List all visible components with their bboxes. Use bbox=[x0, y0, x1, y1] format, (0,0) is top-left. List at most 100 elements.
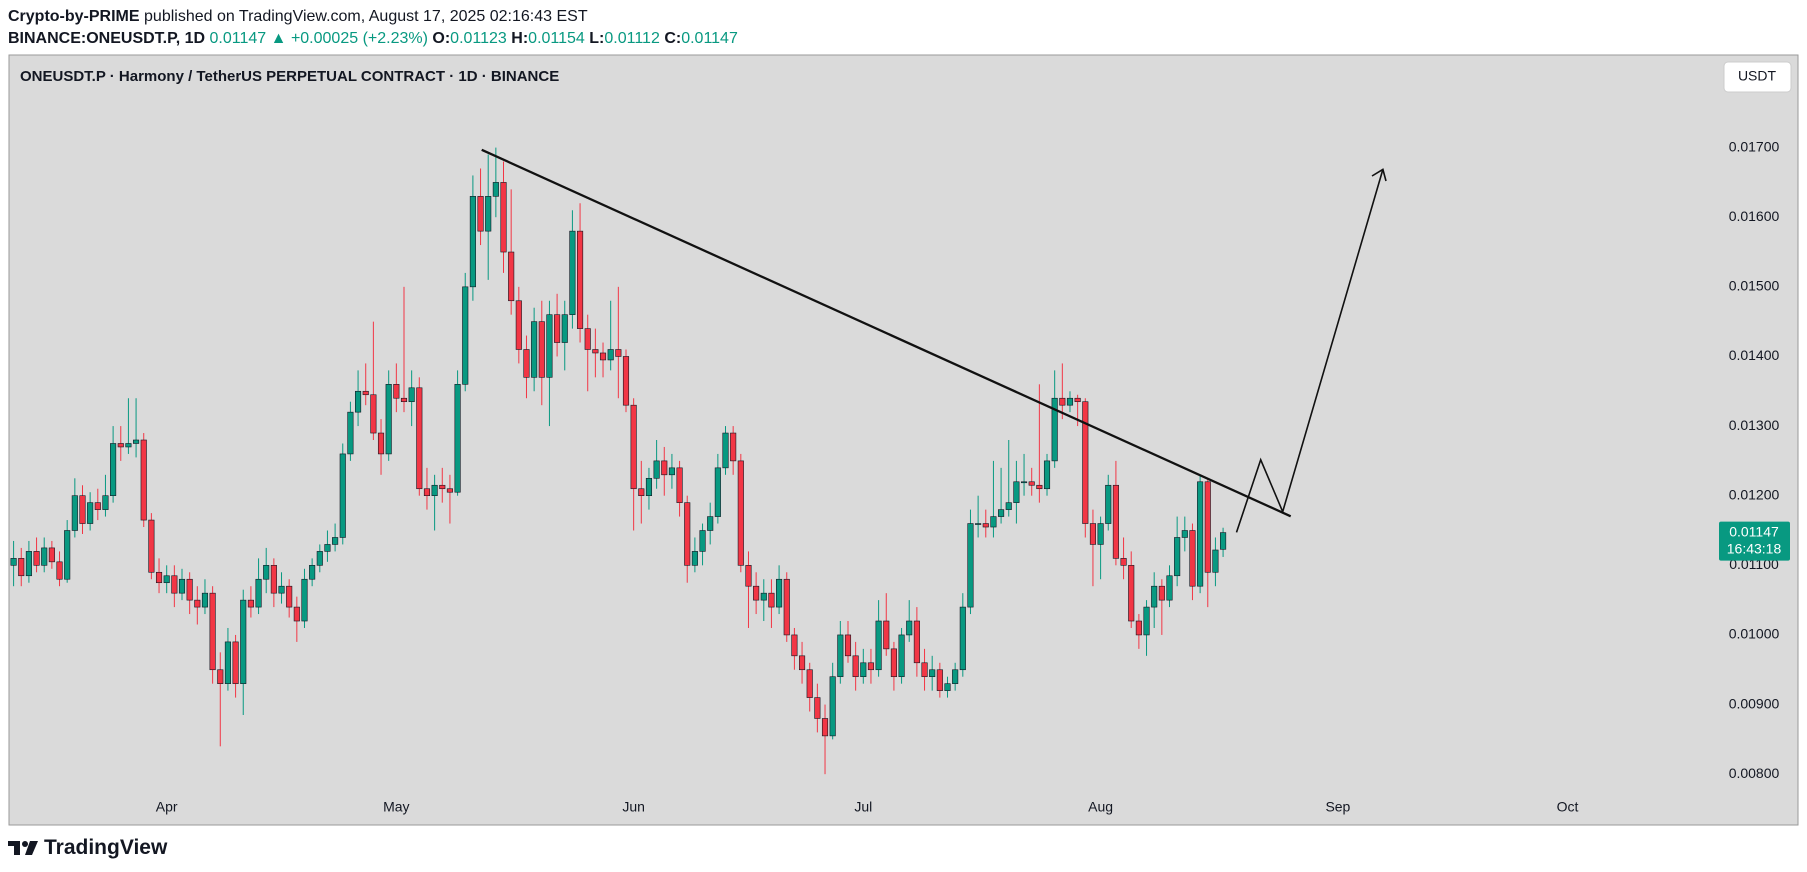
candle-body bbox=[668, 467, 675, 476]
x-tick-label: Sep bbox=[1325, 799, 1350, 815]
candle-body bbox=[1135, 620, 1142, 636]
candle-body bbox=[1043, 460, 1051, 490]
low: 0.01112 bbox=[604, 30, 660, 47]
candle-body bbox=[975, 523, 982, 525]
header: Crypto-by-PRIME published on TradingView… bbox=[8, 6, 738, 50]
published: published on TradingView.com, August 17,… bbox=[144, 8, 588, 25]
candle-body bbox=[898, 634, 905, 678]
candle-body bbox=[1151, 585, 1158, 608]
candle-body bbox=[546, 314, 553, 378]
candle-body bbox=[1197, 481, 1204, 587]
candle-body bbox=[94, 502, 101, 510]
high-label: H: bbox=[511, 30, 529, 47]
candle-body bbox=[217, 669, 224, 684]
candle-body bbox=[140, 439, 147, 521]
candle-body bbox=[263, 565, 270, 580]
candle-body bbox=[423, 488, 431, 496]
x-tick-label: Jun bbox=[622, 799, 645, 815]
candle-body bbox=[653, 460, 660, 479]
logo bbox=[8, 841, 38, 855]
candle-body bbox=[523, 349, 530, 378]
candle-body bbox=[1028, 481, 1035, 486]
candle-body bbox=[194, 599, 201, 608]
candle-body bbox=[745, 565, 752, 587]
currency-button[interactable] bbox=[1723, 61, 1792, 93]
candle-body bbox=[186, 578, 193, 601]
candle-body bbox=[492, 182, 499, 197]
candle-body bbox=[171, 575, 178, 594]
candle-body bbox=[584, 328, 591, 350]
candle-body bbox=[929, 669, 936, 678]
chart-title: ONEUSDT.P · Harmony / TetherUS PERPETUAL… bbox=[20, 68, 559, 85]
candle-body bbox=[737, 460, 744, 566]
currency: USDT bbox=[1738, 68, 1777, 84]
candle-body bbox=[1105, 484, 1112, 524]
candle-body bbox=[645, 477, 653, 496]
author: Crypto-by-PRIME bbox=[8, 8, 140, 25]
candle-body bbox=[714, 467, 721, 517]
countdown: 16:43:18 bbox=[1727, 540, 1782, 556]
candle-body bbox=[1059, 397, 1066, 406]
candle-body bbox=[791, 634, 798, 657]
candle-body bbox=[377, 432, 385, 455]
candle-body bbox=[163, 575, 170, 584]
candle-body bbox=[10, 558, 17, 566]
candle-body bbox=[783, 578, 790, 636]
candle-body bbox=[408, 387, 415, 403]
candle-body bbox=[883, 620, 890, 650]
candle-body bbox=[676, 467, 683, 503]
candle-body bbox=[485, 196, 492, 232]
candle-body bbox=[431, 484, 438, 496]
candle-body bbox=[607, 349, 614, 361]
candle-body bbox=[837, 634, 844, 678]
candle-body bbox=[454, 384, 461, 493]
footer: TradingView bbox=[8, 836, 167, 860]
candle-body bbox=[707, 516, 714, 531]
candle-body bbox=[439, 484, 446, 490]
candle-body bbox=[339, 453, 346, 538]
x-tick-label: Aug bbox=[1088, 799, 1113, 815]
candle-body bbox=[569, 230, 576, 315]
candle-body bbox=[638, 488, 645, 496]
candle-body bbox=[446, 488, 453, 493]
plot: 0.008000.009000.010000.011000.012000.013… bbox=[10, 138, 1780, 815]
candle-body bbox=[515, 300, 522, 350]
candle-body bbox=[416, 387, 423, 490]
candle-body bbox=[661, 460, 668, 476]
candle-body bbox=[1212, 549, 1219, 573]
candle-body bbox=[829, 676, 836, 737]
candle-body bbox=[64, 530, 71, 580]
open-label: O: bbox=[432, 30, 451, 47]
y-tick-label: 0.01600 bbox=[1729, 208, 1780, 224]
price-tag-value: 0.01147 bbox=[1729, 523, 1779, 539]
y-tick-label: 0.01300 bbox=[1729, 417, 1780, 433]
quote-line: BINANCE:ONEUSDT.P, 1D 0.01147 ▲ +0.00025… bbox=[8, 28, 738, 50]
candle-body bbox=[133, 439, 140, 444]
candle-body bbox=[477, 196, 484, 232]
candle-body bbox=[684, 502, 691, 566]
candle-body bbox=[33, 551, 40, 566]
y-tick-label: 0.01700 bbox=[1729, 138, 1780, 154]
candle-body bbox=[400, 397, 408, 403]
low-label: L: bbox=[589, 30, 605, 47]
candle-body bbox=[56, 561, 63, 580]
candle-body bbox=[538, 321, 545, 378]
candle-body bbox=[148, 519, 155, 573]
candle-body bbox=[852, 655, 859, 678]
candle-body bbox=[293, 606, 300, 622]
candle-body bbox=[1036, 484, 1043, 490]
candle-body bbox=[577, 230, 584, 329]
candle-body bbox=[102, 495, 109, 510]
candle-body bbox=[1074, 397, 1081, 403]
x-tick-label: Oct bbox=[1557, 799, 1579, 815]
change-arrow: ▲ bbox=[270, 30, 287, 47]
candle-body bbox=[622, 356, 630, 406]
y-tick-label: 0.01400 bbox=[1729, 347, 1780, 363]
candle-body bbox=[247, 599, 254, 608]
candle-body bbox=[753, 585, 760, 601]
candle-body bbox=[776, 578, 783, 608]
candle-body bbox=[967, 523, 974, 608]
candle-body bbox=[1189, 530, 1196, 587]
candle-body bbox=[691, 551, 698, 566]
